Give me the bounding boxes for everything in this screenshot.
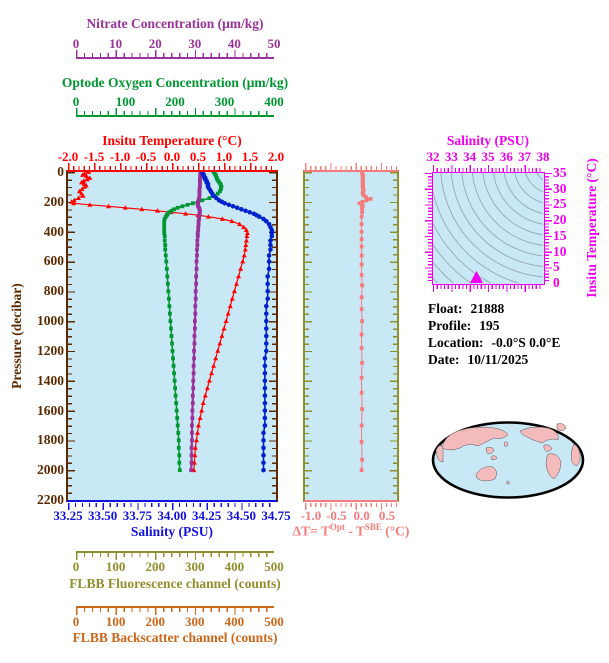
fluorescence-axis-ticks — [76, 552, 274, 560]
salinity-axis-title: Salinity (PSU) — [130, 524, 214, 539]
pressure-ticks-right — [269, 172, 276, 500]
land-greenland — [556, 423, 567, 431]
ts-diagram — [431, 171, 545, 285]
land-new-zealand — [506, 480, 510, 485]
ts-temperature-tick-labels: 35 30 25 20 15 10 5 0 — [553, 165, 567, 290]
pressure-axis-title: Pressure (decibar) — [9, 283, 24, 389]
nitrate-axis-ticks — [76, 50, 274, 57]
land-central-america — [543, 444, 553, 453]
land-eurasia — [441, 426, 509, 451]
delta-t-curve — [357, 172, 373, 473]
fluorescence-axis-title: FLBB Fluorescence channel (counts) — [69, 576, 281, 591]
backscatter-tick-labels: 0 100 200 300 400 500 — [72, 614, 284, 629]
temperature-tick-labels: -2.0 -1.5 -1.0 -0.5 0.0 0.5 1.0 1.5 2.0 — [57, 149, 285, 164]
world-map — [431, 421, 585, 499]
profile-curves — [69, 172, 275, 473]
temperature-axis-title: Insitu Temperature (°C) — [102, 133, 242, 148]
ts-salinity-tick-labels: 32 33 34 35 36 37 38 — [426, 149, 550, 164]
land-africa-right — [571, 443, 581, 466]
oxygen-tick-labels: 0 100 200 300 400 — [72, 94, 284, 109]
ts-bottom-ticks — [433, 284, 543, 292]
ts-profile-cluster — [469, 270, 483, 283]
backscatter-axis-line — [76, 606, 274, 608]
land-europe-left — [435, 445, 444, 463]
land-se-asia — [485, 447, 495, 454]
ts-top-ticks — [433, 165, 543, 172]
pressure-tick-labels: 0 200 400 600 800 1000 1200 1400 1600 1800 2000 220… — [37, 164, 64, 507]
ts-salinity-title: Salinity (PSU) — [446, 133, 530, 148]
land-south-america — [545, 453, 562, 480]
delta-t-panel — [303, 170, 399, 502]
ts-isopycnal-contours — [432, 172, 543, 283]
nitrate-axis-title: Nitrate Concentration (μm/kg) — [86, 16, 264, 31]
delta-t-axis-label: ΔT= TOpt - TSBE (°C) — [292, 522, 410, 539]
delta-t-pressure-ticks-right — [390, 172, 397, 500]
fluorescence-tick-labels: 0 100 200 300 400 500 — [72, 559, 284, 574]
ts-temperature-title: Insitu Temperature (°C) — [584, 158, 599, 298]
nitrate-axis-line — [76, 57, 274, 59]
land-japan — [503, 441, 509, 447]
fluorescence-axis-line — [76, 551, 274, 553]
float-info: Float: 21888 Profile: 195 Location: -0.0°S … — [428, 300, 560, 368]
backscatter-axis-ticks — [76, 607, 274, 615]
delta-t-tick-labels: -1.0 -0.5 0.0 0.5 — [300, 508, 396, 523]
salinity-tick-labels: 33.25 33.50 33.75 34.00 34.25 34.50 34.75 — [53, 508, 291, 523]
nitrate-tick-labels: 0 10 20 30 40 50 — [72, 36, 281, 51]
main-profile-plot — [66, 170, 278, 502]
delta-t-bottom-ticks — [305, 502, 397, 510]
pressure-ticks-left — [68, 172, 75, 500]
oxygen-axis-ticks — [76, 108, 274, 115]
oxygen-axis-line — [76, 115, 274, 117]
land-indonesia — [490, 455, 498, 461]
delta-t-pressure-ticks-left — [305, 172, 312, 500]
backscatter-axis-title: FLBB Backscatter channel (counts) — [72, 630, 278, 645]
ts-right-ticks — [544, 173, 552, 283]
profile-number-row: Profile: 195 — [428, 318, 500, 333]
temperature-axis-ticks — [68, 163, 276, 170]
ts-left-ticks — [424, 173, 432, 283]
land-north-america — [519, 426, 559, 444]
oxygen-axis-title: Optode Oxygen Concentration (μm/kg) — [61, 75, 289, 90]
location-row: Location: -0.0°S 0.0°E — [428, 335, 561, 350]
salinity-axis-ticks — [68, 502, 276, 510]
date-row: Date: 10/11/2025 — [428, 352, 529, 367]
land-australia — [475, 466, 497, 482]
float-id-row: Float: 21888 — [428, 301, 505, 316]
delta-t-top-ticks — [305, 163, 397, 170]
